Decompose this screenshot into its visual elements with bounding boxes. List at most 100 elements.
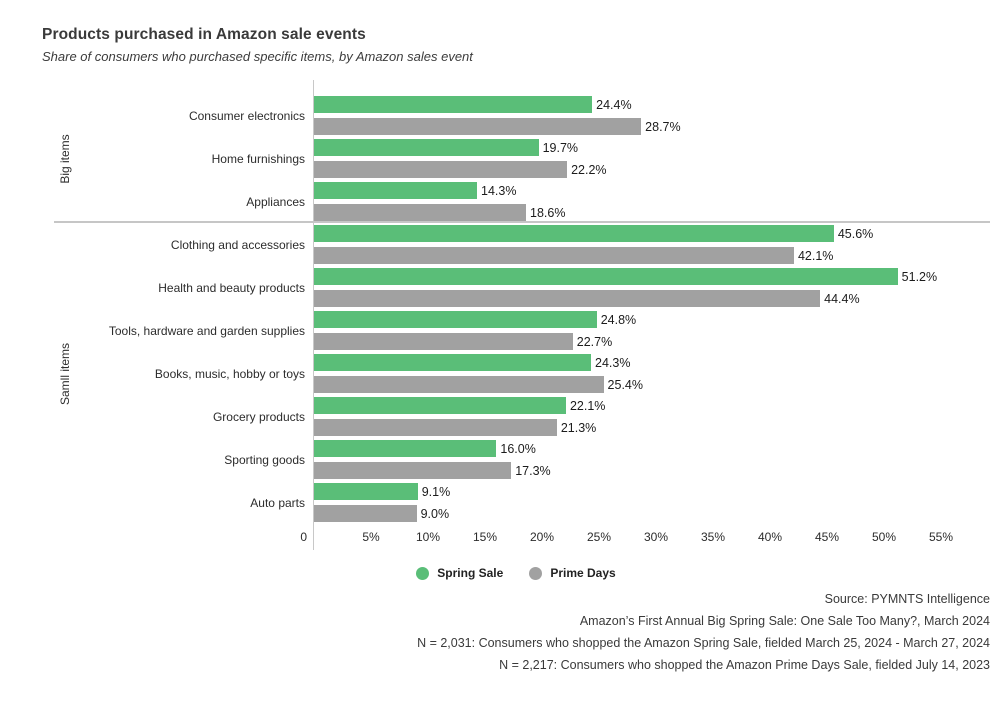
source-line: N = 2,217: Consumers who shopped the Ama… bbox=[499, 658, 990, 672]
bar-line: 21.3% bbox=[314, 419, 990, 436]
bar-line: 44.4% bbox=[314, 290, 990, 307]
bar-value-label: 25.4% bbox=[607, 377, 643, 392]
bar-value-label: 9.0% bbox=[420, 506, 450, 521]
category-row: Tools, hardware and garden supplies 24.8%… bbox=[109, 309, 990, 352]
group-divider bbox=[54, 221, 990, 223]
bar-spring-sale bbox=[314, 440, 497, 457]
bar-value-label: 45.6% bbox=[837, 226, 874, 241]
category-label: Health and beauty products bbox=[158, 280, 305, 295]
bar-prime-days bbox=[314, 419, 557, 436]
x-axis: 0 5% 10% 15% 20% 25% 30% 35% 40% 45% 50% 55% bbox=[300, 524, 990, 550]
group-label: Big items bbox=[58, 133, 72, 184]
bar-value-label: 18.6% bbox=[530, 205, 566, 220]
bar-line: 18.6% bbox=[314, 204, 990, 221]
x-axis-tick: 20% bbox=[529, 530, 555, 544]
bar-value-label: 44.4% bbox=[824, 291, 860, 306]
legend-label: Spring Sale bbox=[437, 566, 504, 580]
bar-line: 22.1% bbox=[314, 397, 990, 414]
category-row: Sporting goods 16.0% 17.3% bbox=[224, 438, 990, 481]
bar-spring-sale bbox=[314, 397, 566, 414]
legend-swatch-spring-sale bbox=[416, 566, 430, 580]
legend-item: Spring Sale bbox=[416, 566, 503, 580]
page-subtitle: Share of consumers who purchased specifi… bbox=[42, 49, 473, 64]
bar-value-label: 24.8% bbox=[600, 312, 637, 327]
bar-line: 24.3% bbox=[314, 354, 990, 371]
bar-prime-days bbox=[314, 462, 512, 479]
bar-prime-days bbox=[314, 505, 417, 522]
bar-spring-sale bbox=[314, 96, 593, 113]
category-label: Tools, hardware and garden supplies bbox=[108, 323, 305, 338]
category-label: Books, music, hobby or toys bbox=[154, 366, 305, 381]
bar-value-label: 24.3% bbox=[595, 355, 631, 370]
bar-value-label: 51.2% bbox=[901, 269, 938, 284]
bar-value-label: 21.3% bbox=[560, 420, 597, 435]
bar-value-label: 28.7% bbox=[645, 119, 681, 134]
bar-value-label: 19.7% bbox=[542, 140, 579, 155]
bar-value-label: 9.1% bbox=[421, 484, 451, 499]
bar-line: 25.4% bbox=[314, 376, 990, 393]
bar-line: 42.1% bbox=[314, 247, 990, 264]
x-axis-tick: 55% bbox=[928, 530, 954, 544]
bar-value-label: 14.3% bbox=[481, 183, 517, 198]
bar-group: Clothing and accessories 45.6% 42.1% Health… bbox=[109, 223, 990, 524]
x-axis-tick: 30% bbox=[643, 530, 669, 544]
bar-line: 14.3% bbox=[314, 182, 990, 199]
category-row: Health and beauty products 51.2% 44.4% bbox=[158, 266, 990, 309]
x-axis-tick: 40% bbox=[757, 530, 783, 544]
source-line: Amazon’s First Annual Big Spring Sale: O… bbox=[579, 614, 990, 628]
category-row: Auto parts 9.1% 9.0% bbox=[250, 481, 990, 524]
bar-spring-sale bbox=[314, 139, 539, 156]
bar-spring-sale bbox=[314, 311, 597, 328]
bar-prime-days bbox=[314, 247, 794, 264]
bar-prime-days bbox=[314, 290, 821, 307]
source-block: Source: PYMNTS Intelligence Amazon’s Firs… bbox=[42, 588, 990, 676]
category-row: Appliances 14.3% 18.6% bbox=[246, 180, 990, 223]
x-axis-tick: 45% bbox=[814, 530, 840, 544]
category-label: Appliances bbox=[246, 194, 305, 209]
bar-value-label: 24.4% bbox=[596, 97, 632, 112]
bar-value-label: 42.1% bbox=[797, 248, 834, 263]
x-axis-tick: 10% bbox=[415, 530, 441, 544]
bar-prime-days bbox=[314, 118, 642, 135]
bar-line: 51.2% bbox=[314, 268, 990, 285]
content: Products purchased in Amazon sale events… bbox=[42, 0, 990, 676]
category-label: Consumer electronics bbox=[188, 108, 305, 123]
x-axis-tick: 0 bbox=[300, 530, 307, 544]
legend-item: Prime Days bbox=[529, 566, 616, 580]
category-label: Clothing and accessories bbox=[170, 237, 305, 252]
page-title: Products purchased in Amazon sale events bbox=[42, 26, 366, 43]
bar-line: 24.4% bbox=[314, 96, 990, 113]
x-axis-tick: 15% bbox=[472, 530, 498, 544]
bar-line: 45.6% bbox=[314, 225, 990, 242]
category-label: Sporting goods bbox=[224, 452, 305, 467]
category-row: Consumer electronics 24.4% 28.7% bbox=[189, 94, 990, 137]
legend-label: Prime Days bbox=[550, 566, 616, 580]
bar-line: 22.7% bbox=[314, 333, 990, 350]
x-axis-tick: 5% bbox=[362, 530, 380, 544]
group-label: Samll items bbox=[58, 342, 72, 405]
bar-line: 19.7% bbox=[314, 139, 990, 156]
bar-line: 28.7% bbox=[314, 118, 990, 135]
bar-spring-sale bbox=[314, 483, 418, 500]
bar-value-label: 22.1% bbox=[569, 398, 606, 413]
bar-group: Consumer electronics 24.4% 28.7% Home furni… bbox=[189, 94, 990, 223]
bar-prime-days bbox=[314, 204, 527, 221]
bar-line: 9.1% bbox=[314, 483, 990, 500]
x-axis-tick: 35% bbox=[700, 530, 726, 544]
x-axis-tick: 50% bbox=[871, 530, 897, 544]
x-axis-tick: 25% bbox=[586, 530, 612, 544]
category-label: Home furnishings bbox=[211, 151, 305, 166]
bar-chart: Consumer electronics 24.4% 28.7% Home furni… bbox=[42, 80, 990, 550]
source-line: N = 2,031: Consumers who shopped the Ama… bbox=[417, 636, 990, 650]
bar-line: 17.3% bbox=[314, 462, 990, 479]
bar-value-label: 22.7% bbox=[576, 334, 613, 349]
bar-value-label: 22.2% bbox=[571, 162, 607, 177]
bar-value-label: 17.3% bbox=[515, 463, 551, 478]
legend-swatch-prime-days bbox=[529, 566, 543, 580]
category-row: Clothing and accessories 45.6% 42.1% bbox=[171, 223, 990, 266]
bar-value-label: 16.0% bbox=[500, 441, 536, 456]
legend: Spring Sale Prime Days bbox=[42, 566, 990, 580]
bar-spring-sale bbox=[314, 268, 898, 285]
category-row: Home furnishings 19.7% 22.2% bbox=[212, 137, 990, 180]
